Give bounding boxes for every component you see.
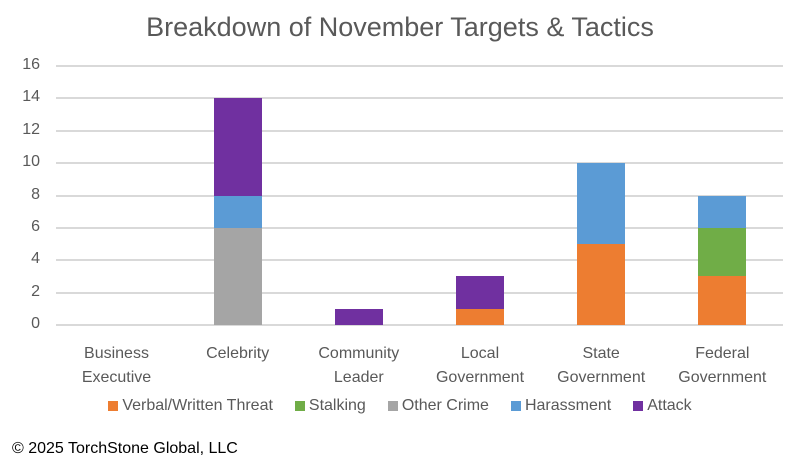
bar-local-government	[456, 66, 505, 325]
x-tick-label: Local Government	[435, 345, 525, 386]
bar-business-executive	[93, 66, 141, 325]
legend-swatch-icon	[294, 401, 305, 411]
gridline	[56, 194, 783, 197]
legend-swatch-icon	[510, 401, 521, 411]
bar-segment-harassment	[577, 163, 626, 245]
x-tick-label: Federal Government	[678, 345, 767, 386]
gridline	[56, 97, 783, 100]
gridline	[56, 162, 783, 165]
y-tick-label: 0	[31, 315, 40, 332]
bar-segment-verbal-written-threat	[698, 276, 747, 325]
legend-swatch-icon	[387, 401, 398, 411]
bar-segment-attack	[334, 308, 383, 325]
x-tick-label: Celebrity	[206, 345, 270, 362]
bar-segment-harassment	[698, 195, 747, 228]
legend-label: Harassment	[524, 397, 612, 414]
legend-item: Other Crime	[387, 397, 489, 415]
bar-segment-attack	[213, 98, 262, 196]
legend-item: Verbal/Written Threat	[108, 397, 273, 415]
bar-celebrity	[213, 66, 262, 325]
gridline	[56, 259, 783, 262]
x-tick-label: Business Executive	[81, 345, 152, 386]
y-tick-label: 4	[31, 250, 40, 268]
bar-segment-stalking	[698, 227, 747, 277]
plot-area	[56, 65, 783, 326]
bar-segment-harassment	[213, 195, 262, 228]
gridline	[56, 129, 783, 132]
bar-community-leader	[334, 66, 383, 325]
x-tick-label: Community Leader	[318, 345, 400, 386]
y-tick-label: 2	[31, 282, 40, 300]
legend-label: Other Crime	[401, 397, 489, 414]
legend-label: Verbal/Written Threat	[122, 397, 273, 414]
chart-title: Breakdown of November Targets & Tactics	[146, 12, 654, 42]
legend-item: Stalking	[294, 397, 366, 415]
bar-segment-verbal-written-threat	[577, 244, 626, 325]
y-tick-label: 16	[22, 56, 40, 73]
y-tick-label: 14	[22, 88, 40, 106]
legend-item: Attack	[633, 397, 692, 415]
bar-segment-attack	[456, 276, 505, 309]
y-tick-label: 8	[31, 185, 40, 203]
gridline	[56, 324, 783, 326]
gridline	[56, 65, 783, 67]
gridline	[56, 291, 783, 294]
legend-label: Stalking	[308, 397, 366, 414]
legend-item: Harassment	[510, 397, 612, 415]
copyright-text: © 2025 TorchStone Global, LLC	[12, 440, 238, 457]
gridline	[56, 226, 783, 229]
legend-swatch-icon	[633, 401, 644, 411]
legend-swatch-icon	[108, 401, 119, 411]
y-tick-label: 12	[22, 120, 40, 138]
bar-segment-verbal-written-threat	[456, 308, 505, 325]
legend-label: Attack	[647, 397, 692, 414]
y-tick-label: 6	[31, 217, 40, 235]
x-tick-label: State Government	[557, 345, 646, 386]
bar-segment-other-crime	[213, 227, 262, 325]
bar-state-government	[577, 66, 626, 325]
bar-federal-government	[698, 66, 747, 325]
legend: Verbal/Written Threat Stalking Other Crime…	[0, 397, 800, 415]
y-tick-label: 10	[22, 153, 40, 171]
